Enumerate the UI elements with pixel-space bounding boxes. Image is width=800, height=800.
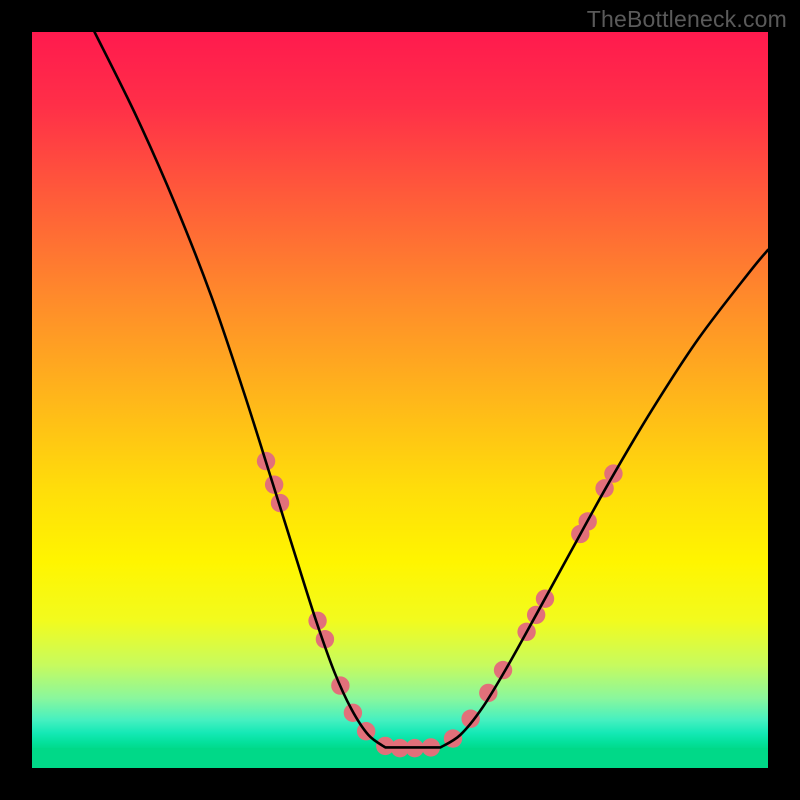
watermark: TheBottleneck.com (587, 6, 787, 33)
curve-svg (32, 32, 768, 768)
v-curve (95, 32, 768, 747)
chart-frame (32, 32, 768, 768)
plot-area (32, 32, 768, 768)
stage: TheBottleneck.com (0, 0, 800, 800)
